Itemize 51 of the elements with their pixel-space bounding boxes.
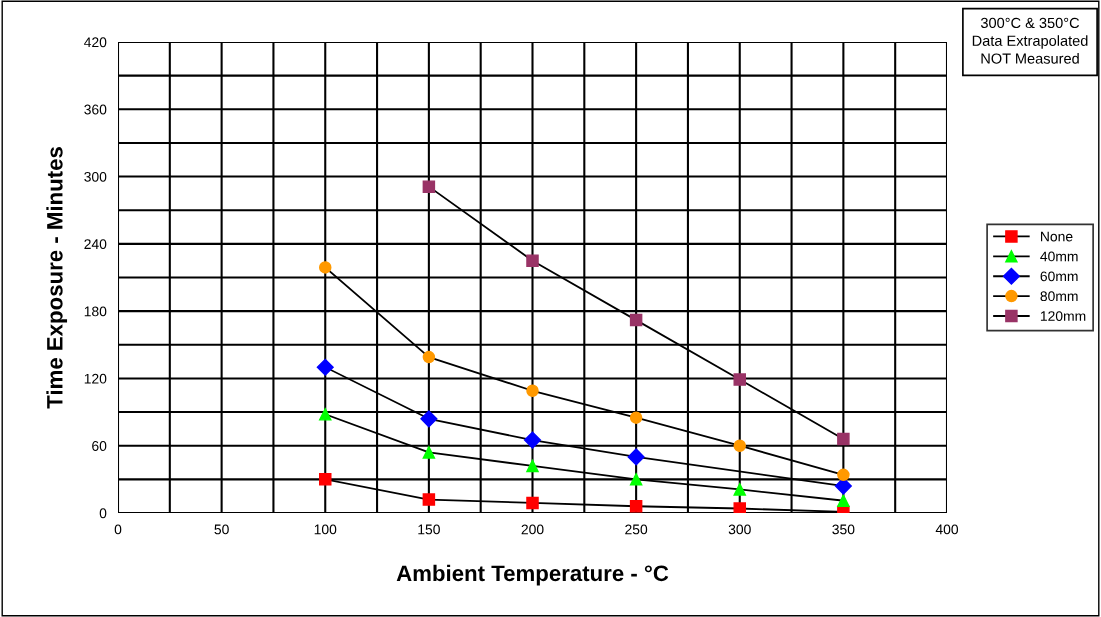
text: 300°C & 350°C Data Extrapolated NOT Measured — [972, 17, 1088, 64]
point — [526, 254, 539, 267]
point — [422, 350, 436, 364]
y-tick-label: 420 — [84, 37, 107, 48]
x-tick-label: 300 — [728, 524, 751, 535]
point — [420, 410, 438, 428]
point — [318, 408, 332, 421]
point — [733, 373, 747, 386]
point — [318, 261, 332, 274]
point — [837, 468, 850, 482]
point — [526, 496, 539, 510]
point — [523, 431, 542, 449]
x-tick-label: 0 — [114, 524, 122, 535]
y-tick-label: 60 — [92, 441, 107, 451]
x-tick-label: 50 — [214, 524, 229, 535]
x-tick-label: 100 — [314, 524, 337, 535]
point — [629, 313, 643, 327]
point — [733, 483, 747, 496]
x-tick-label: 350 — [832, 524, 855, 535]
point — [422, 493, 436, 506]
point — [629, 411, 643, 424]
point — [629, 500, 643, 513]
x-tick-label: 250 — [625, 524, 648, 535]
point — [526, 384, 539, 398]
legend-label: 40mm — [1040, 251, 1078, 262]
point — [629, 473, 643, 486]
y-axis-title: Time Exposure - Minutes — [46, 147, 68, 409]
y-tick-label: 240 — [84, 239, 107, 250]
point — [627, 448, 645, 466]
point — [316, 358, 334, 376]
point — [526, 459, 539, 473]
x-tick-label: 400 — [935, 524, 959, 535]
point — [837, 432, 850, 446]
point — [318, 473, 332, 486]
y-tick-label: 120 — [84, 373, 107, 384]
point — [422, 180, 436, 193]
y-tick-label: 180 — [84, 306, 107, 317]
legend-label: None — [1041, 231, 1073, 242]
legend-label: 60mm — [1040, 271, 1078, 282]
point — [733, 439, 747, 452]
point — [422, 446, 436, 459]
point — [733, 502, 747, 513]
x-axis-title: Ambient Temperature - °C — [396, 564, 669, 586]
legend-label: 80mm — [1040, 291, 1078, 302]
x-tick-label: 150 — [418, 524, 440, 535]
y-tick-label: 300 — [84, 171, 107, 182]
legend-label: 120mm — [1040, 311, 1086, 322]
y-tick-label: 0 — [99, 508, 107, 519]
y-tick-label: 360 — [84, 104, 107, 115]
x-tick-label: 200 — [521, 524, 544, 535]
point — [837, 494, 850, 507]
